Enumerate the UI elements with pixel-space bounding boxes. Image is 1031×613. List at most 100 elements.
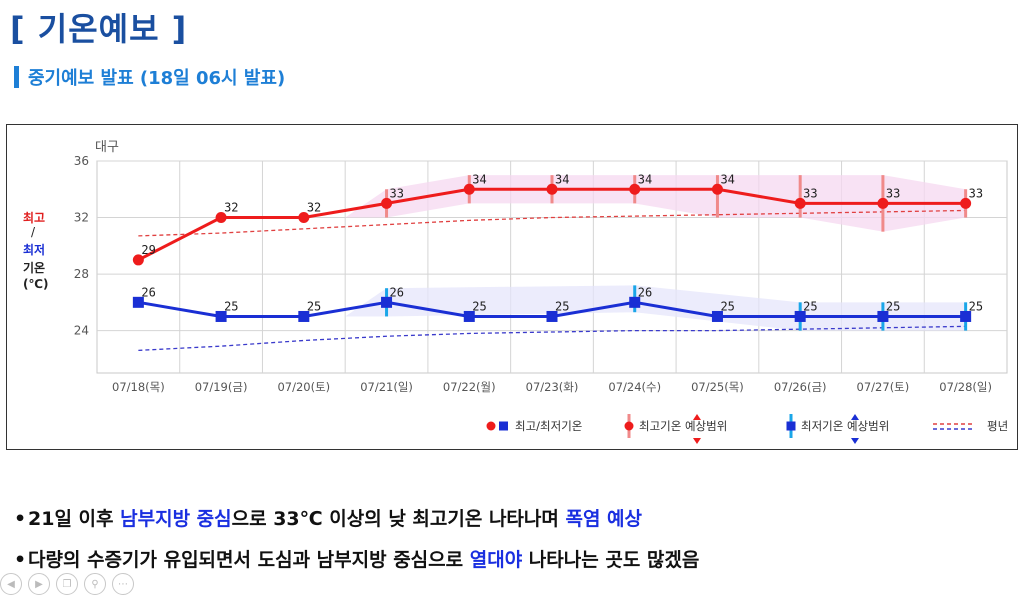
legend-down-arrow-icon	[693, 438, 701, 444]
y-tick-label: 36	[74, 154, 89, 168]
station-name: 대구	[95, 140, 119, 155]
ylabel-temp: 기온	[23, 261, 46, 275]
slideshow-controls: ◀ ▶ ❐ ⚲ ⋯	[0, 573, 134, 595]
temperature-chart: 24 28 32 36 대구 07/18(목) 07/19(금) 07/20(토) 07/21(…	[74, 140, 1008, 444]
min-temp-label: 25	[969, 299, 983, 313]
max-temp-label: 33	[803, 186, 817, 200]
x-tick-label: 07/25(목)	[691, 380, 744, 394]
bullet-highlight: 폭염 예상	[565, 508, 643, 530]
max-temp-label: 34	[555, 172, 569, 186]
ylabel-max: 최고	[23, 211, 46, 225]
page-title: [ 기온예보 ]	[10, 10, 188, 48]
max-temp-label: 34	[638, 172, 652, 186]
ylabel-min: 최저	[23, 243, 46, 257]
max-temp-point	[960, 197, 972, 209]
min-temp-point	[877, 310, 889, 322]
max-temp-label: 34	[472, 172, 486, 186]
min-temp-label: 25	[472, 299, 486, 313]
max-temp-label: 29	[141, 243, 155, 257]
min-temp-label: 25	[886, 299, 900, 313]
min-temp-label: 26	[141, 285, 155, 299]
x-tick-label: 07/18(목)	[112, 380, 165, 394]
bullet-text: 21일 이후	[28, 508, 121, 530]
min-temp-label: 25	[224, 299, 238, 313]
more-icon[interactable]: ⋯	[112, 573, 134, 595]
legend-min-range-marker	[786, 421, 796, 431]
prev-icon[interactable]: ◀	[0, 573, 22, 595]
min-temp-label: 25	[803, 299, 817, 313]
legend-up-arrow-icon	[693, 414, 701, 420]
min-temp-point	[629, 296, 641, 308]
min-temp-label: 25	[555, 299, 569, 313]
max-temp-label: 33	[969, 186, 983, 200]
max-temp-label: 33	[886, 186, 900, 200]
legend-down-arrow-icon	[851, 438, 859, 444]
max-temp-label: 33	[390, 186, 404, 200]
ylabel-unit: (℃)	[23, 277, 49, 291]
min-temp-point	[463, 310, 475, 322]
max-temp-point	[794, 197, 806, 209]
page-subtitle: 중기예보 발표 (18일 06시 발표)	[28, 68, 286, 89]
legend-label: 최고/최저기온	[515, 419, 582, 433]
bullet-dot: •	[14, 508, 27, 530]
min-temp-point	[960, 310, 972, 322]
x-tick-label: 07/27(토)	[857, 380, 910, 394]
x-tick-label: 07/24(수)	[608, 380, 661, 394]
play-icon[interactable]: ▶	[28, 573, 50, 595]
x-tick-label: 07/26(금)	[774, 380, 827, 394]
min-temp-label: 26	[638, 285, 652, 299]
min-temp-point	[546, 310, 558, 322]
bullet-item: •다량의 수증기가 유입되면서 도심과 남부지방 중심으로 열대야 나타나는 곳…	[14, 545, 699, 572]
max-temp-point	[877, 197, 889, 209]
bullet-text: 나타나는 곳도 많겠음	[522, 549, 700, 571]
x-tick-label: 07/19(금)	[195, 380, 248, 394]
min-temp-point	[132, 296, 144, 308]
legend-max-range-marker	[624, 421, 634, 431]
search-icon[interactable]: ⚲	[84, 573, 106, 595]
max-temp-point	[629, 183, 641, 195]
max-temp-point	[298, 212, 310, 224]
min-temp-point	[381, 296, 393, 308]
min-temp-label: 25	[307, 299, 321, 313]
bullet-text: 으로 33℃ 이상의 낮 최고기온 나타나며	[231, 508, 566, 530]
min-temp-point	[794, 310, 806, 322]
bullet-item: •21일 이후 남부지방 중심으로 33℃ 이상의 낮 최고기온 나타나며 폭염…	[14, 504, 699, 531]
min-temp-label: 25	[720, 299, 734, 313]
max-temp-point	[463, 183, 475, 195]
max-temp-label: 34	[720, 172, 734, 186]
min-temp-point	[711, 310, 723, 322]
ylabel-slash: /	[31, 225, 36, 239]
max-temp-point	[711, 183, 723, 195]
max-temp-point	[381, 197, 393, 209]
max-temp-point	[215, 212, 227, 224]
bullet-highlight: 남부지방 중심	[120, 508, 232, 530]
min-range-band	[345, 285, 966, 331]
legend-max-marker	[486, 421, 496, 431]
min-normal-line	[138, 325, 966, 352]
x-tick-label: 07/20(토)	[277, 380, 330, 394]
x-tick-label: 07/21(일)	[360, 380, 413, 394]
bullet-dot: •	[14, 549, 27, 571]
legend-label: 평년	[987, 419, 1008, 433]
min-temp-label: 26	[390, 285, 404, 299]
subtitle-bar	[14, 66, 19, 88]
x-tick-label: 07/28(일)	[939, 380, 992, 394]
legend-label: 최저기온 예상범위	[801, 419, 889, 433]
max-temp-point	[132, 254, 144, 266]
min-temp-point	[298, 310, 310, 322]
bullet-highlight: 열대야	[469, 549, 523, 571]
max-normal-line	[138, 209, 966, 237]
legend-label: 최고기온 예상범위	[639, 419, 727, 433]
legend-min-marker	[499, 421, 508, 431]
max-temp-point	[546, 183, 558, 195]
y-tick-label: 32	[74, 211, 89, 225]
y-tick-label: 24	[74, 324, 89, 338]
x-tick-label: 07/23(화)	[526, 380, 579, 394]
max-temp-label: 32	[224, 201, 238, 215]
copy-icon[interactable]: ❐	[56, 573, 78, 595]
summary-bullets: •21일 이후 남부지방 중심으로 33℃ 이상의 낮 최고기온 나타나며 폭염…	[14, 504, 699, 586]
min-temp-point	[215, 310, 227, 322]
x-tick-label: 07/22(월)	[443, 380, 496, 394]
legend-up-arrow-icon	[851, 414, 859, 420]
max-temp-label: 32	[307, 201, 321, 215]
